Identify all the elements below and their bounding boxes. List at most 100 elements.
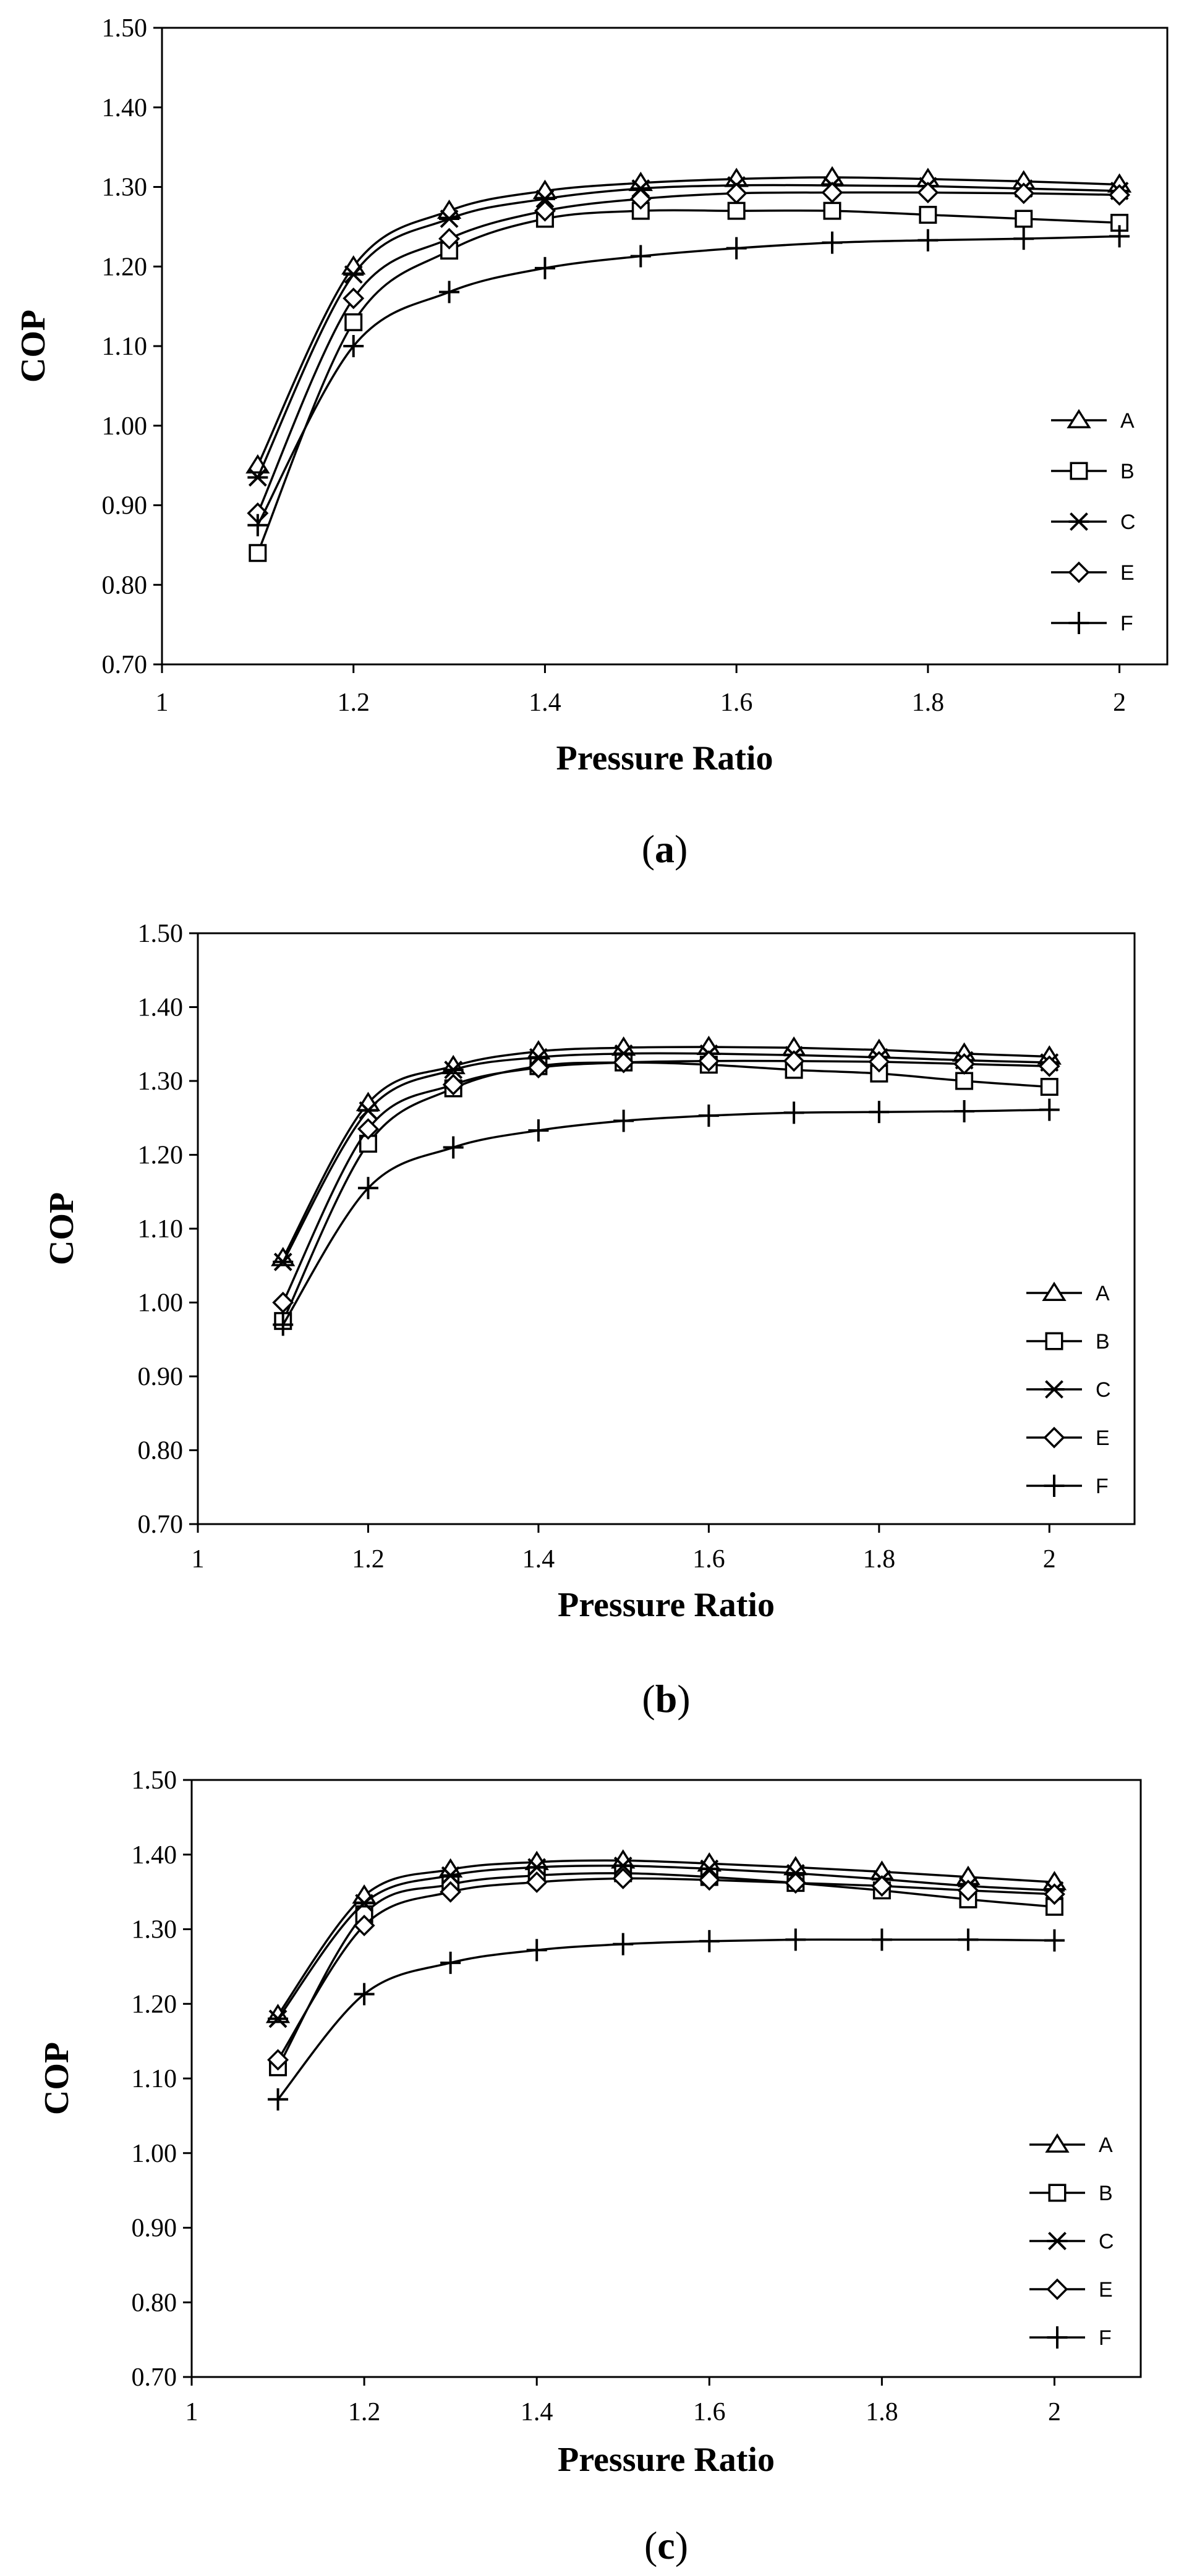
data-point-C <box>273 1252 294 1271</box>
legend-marker-E <box>1043 1426 1065 1449</box>
x-tick-label: 1.2 <box>352 1545 385 1574</box>
legend-item-B: B <box>1026 1330 1110 1354</box>
x-tick-label: 1.2 <box>348 2398 381 2426</box>
legend-item-B: B <box>1029 2182 1113 2205</box>
legend-label: A <box>1099 2133 1113 2157</box>
x-tick-label: 1.6 <box>720 688 753 717</box>
data-point-E <box>871 1875 893 1897</box>
y-tick-label: 1.40 <box>102 94 148 122</box>
legend-item-A: A <box>1029 2133 1113 2157</box>
y-axis-label: COP <box>14 310 53 383</box>
y-tick-label: 1.10 <box>132 2065 177 2093</box>
y-tick-label: 0.80 <box>138 1437 184 1465</box>
x-tick-label: 1.2 <box>337 688 370 717</box>
plot-frame <box>190 1779 1142 2378</box>
legend-marker-C <box>1047 2232 1068 2250</box>
data-point-E <box>953 1053 976 1075</box>
legend-item-E: E <box>1029 2278 1113 2302</box>
legend-label: B <box>1099 2182 1113 2205</box>
legend-marker-A <box>1042 1281 1067 1301</box>
data-point-F <box>443 1136 464 1159</box>
x-tick-label: 2 <box>1113 688 1126 717</box>
y-tick-label: 0.70 <box>138 1510 184 1539</box>
data-point-E <box>527 1057 550 1078</box>
data-point-E <box>1013 182 1035 205</box>
series-line-E <box>282 1059 1050 1303</box>
x-tick-label: 1.8 <box>863 1545 896 1574</box>
x-axis-label: Pressure Ratio <box>558 2441 775 2479</box>
legend-label: E <box>1096 1426 1110 1450</box>
x-tick-label: 1.4 <box>529 688 561 717</box>
legend-marker-E <box>1046 2278 1068 2300</box>
series-line-C <box>277 1864 1055 2020</box>
data-point-B <box>823 201 841 220</box>
series-E <box>247 182 1131 524</box>
chart-panel-a: 0.70 0.80 0.90 1.00 1.10 1.20 1.30 1.40 1.50 1 1.2… <box>14 14 1169 871</box>
series-line-B <box>257 209 1120 554</box>
data-point-E <box>1109 184 1131 206</box>
data-point-F <box>534 256 555 279</box>
data-point-E <box>629 188 652 210</box>
legend-label: A <box>1096 1282 1110 1305</box>
data-point-E <box>613 1051 635 1074</box>
data-point-E <box>957 1879 979 1902</box>
series-line-E <box>257 191 1120 514</box>
series-line-F <box>282 1108 1050 1326</box>
data-point-F <box>822 231 843 254</box>
y-tick-label: 1.10 <box>138 1215 184 1244</box>
data-point-E <box>440 1881 462 1903</box>
legend-item-C: C <box>1051 511 1136 534</box>
series-line-F <box>257 235 1120 526</box>
data-point-E <box>357 1118 379 1140</box>
legend-label: E <box>1120 561 1135 585</box>
legend-item-A: A <box>1026 1281 1110 1305</box>
series-line-C <box>282 1052 1050 1263</box>
chart-panel-c: 0.70 0.80 0.90 1.00 1.10 1.20 1.30 1.40 1.50 1 1.2… <box>38 1766 1142 2567</box>
y-tick-label: 1.30 <box>138 1067 184 1096</box>
data-point-E <box>442 1074 464 1096</box>
data-point-C <box>268 2009 289 2028</box>
data-point-F <box>273 1313 294 1336</box>
data-point-E <box>343 287 365 310</box>
data-point-E <box>1043 1883 1065 1905</box>
series-F <box>247 225 1130 536</box>
series-B <box>274 1053 1058 1330</box>
legend-label: C <box>1099 2230 1114 2253</box>
data-point-F <box>526 1939 547 1962</box>
legend-item-A: A <box>1051 409 1135 433</box>
data-point-E <box>267 2049 289 2071</box>
y-axis-label: COP <box>38 2042 76 2115</box>
data-point-F <box>783 1101 804 1124</box>
legend-marker-C <box>1044 1380 1065 1399</box>
data-point-E <box>917 182 939 203</box>
series-line-B <box>277 1872 1055 2068</box>
data-point-F <box>630 245 651 268</box>
y-tick-label: 0.70 <box>132 2363 177 2392</box>
legend-marker-B <box>1045 1332 1063 1350</box>
data-point-F <box>918 229 939 252</box>
y-tick-label: 0.80 <box>102 571 148 600</box>
series-E <box>267 1867 1065 2071</box>
x-tick-label: 1.8 <box>866 2398 898 2426</box>
data-point-E <box>534 200 556 222</box>
legend-item-C: C <box>1029 2230 1114 2253</box>
data-point-E <box>785 1872 807 1894</box>
data-point-F <box>1039 1098 1060 1121</box>
legend-marker-B <box>1070 462 1088 480</box>
data-point-B <box>1015 210 1033 228</box>
legend-marker-B <box>1048 2184 1067 2202</box>
data-point-E <box>353 1914 375 1936</box>
data-point-F <box>1013 227 1034 250</box>
y-tick-label: 1.40 <box>132 1841 177 1870</box>
data-point-F <box>1044 1929 1065 1952</box>
legend: A B C EF <box>1029 2133 1114 2350</box>
data-point-C <box>443 1061 464 1079</box>
data-point-F <box>354 1983 375 2006</box>
data-point-F <box>613 1933 634 1955</box>
x-tick-label: 1.6 <box>693 2398 726 2426</box>
x-tick-label: 1.4 <box>522 1545 555 1574</box>
legend-item-F: F <box>1029 2326 1112 2350</box>
x-tick-label: 1 <box>192 1545 205 1574</box>
data-point-B <box>955 1072 974 1090</box>
